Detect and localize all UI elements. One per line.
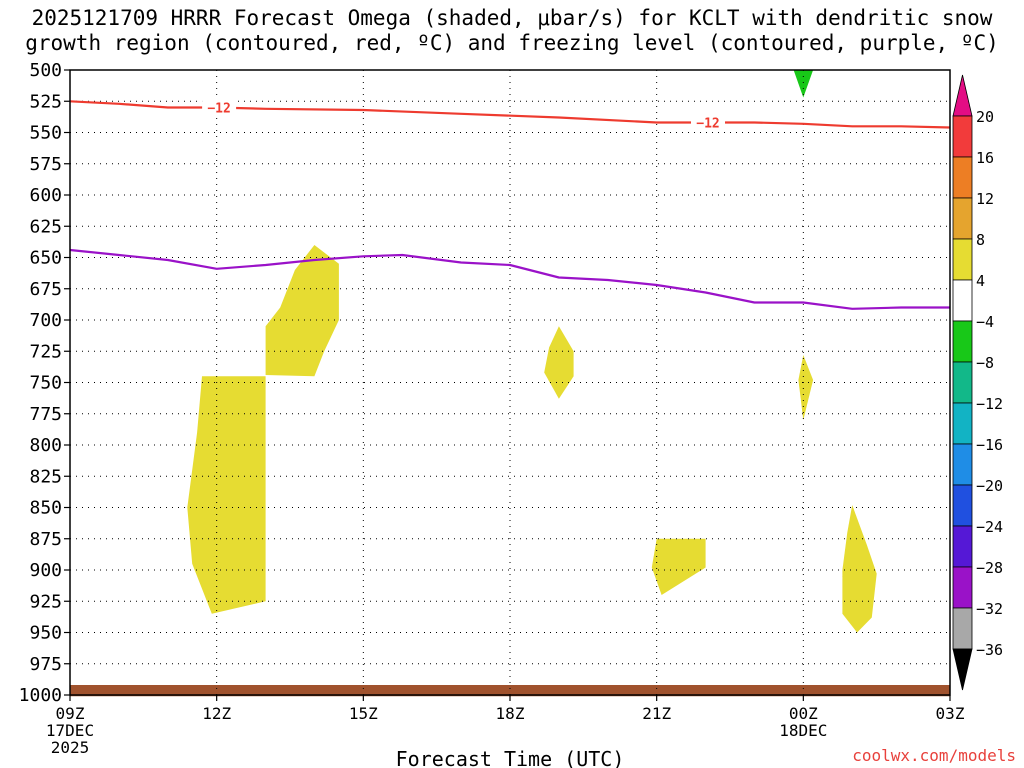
x-tick-label: 00Z bbox=[789, 704, 818, 723]
contour-label-bg bbox=[691, 114, 725, 131]
shaded-region-1 bbox=[265, 245, 339, 377]
y-tick-label: 775 bbox=[29, 404, 62, 425]
y-tick-label: 1000 bbox=[19, 685, 62, 706]
y-tick-label: 600 bbox=[29, 185, 62, 206]
y-tick-label: 850 bbox=[29, 498, 62, 519]
colorbar-label: −4 bbox=[976, 313, 994, 331]
colorbar-swatch bbox=[952, 648, 973, 691]
colorbar-swatch bbox=[952, 156, 973, 199]
shaded-regions bbox=[70, 70, 950, 697]
y-tick-label: 975 bbox=[29, 654, 62, 675]
colorbar-swatch bbox=[952, 566, 973, 609]
colorbar-label: −12 bbox=[976, 395, 1003, 413]
colorbar-label: 4 bbox=[976, 272, 985, 290]
y-tick-label: 925 bbox=[29, 591, 62, 612]
contour-label-bg bbox=[202, 99, 237, 116]
colorbar-swatch bbox=[952, 238, 973, 281]
x-tick-date: 18DEC bbox=[779, 721, 827, 740]
colorbar-swatch bbox=[952, 279, 973, 322]
colorbar-swatch bbox=[952, 443, 973, 486]
y-tick-label: 700 bbox=[29, 310, 62, 331]
x-tick-label: 12Z bbox=[202, 704, 231, 723]
colorbar-label: 16 bbox=[976, 149, 994, 167]
contour-label: −12 bbox=[696, 117, 719, 132]
colorbar-label: −20 bbox=[976, 477, 1003, 495]
shaded-region-3 bbox=[798, 355, 814, 420]
shaded-region-8 bbox=[70, 685, 950, 697]
gridlines bbox=[70, 70, 950, 695]
y-tick-label: 950 bbox=[29, 623, 62, 644]
colorbar-swatch bbox=[952, 402, 973, 445]
colorbar-label: −32 bbox=[976, 600, 1003, 618]
colorbar-label: 20 bbox=[976, 108, 994, 126]
contours: −12 −12 bbox=[69, 99, 951, 310]
credit-text: coolwx.com/models bbox=[852, 746, 1016, 765]
x-axis-label: Forecast Time (UTC) bbox=[396, 747, 625, 768]
x-tick-label: 15Z bbox=[349, 704, 378, 723]
colorbar-swatch bbox=[952, 74, 973, 117]
contour-line-1 bbox=[69, 248, 950, 310]
title-line-1: 2025121709 HRRR Forecast Omega (shaded, … bbox=[31, 6, 993, 30]
colorbar-label: −24 bbox=[976, 518, 1003, 536]
y-tick-label: 575 bbox=[29, 154, 62, 175]
colorbar-swatch bbox=[952, 607, 973, 650]
title-line-2: growth region (contoured, red, ºC) and f… bbox=[25, 31, 999, 55]
y-tick-label: 825 bbox=[29, 466, 62, 487]
shaded-region-2 bbox=[544, 326, 574, 399]
y-tick-label: 875 bbox=[29, 529, 62, 550]
shaded-region-5 bbox=[651, 538, 706, 595]
x-tick-label: 18Z bbox=[496, 704, 525, 723]
colorbar-label: −36 bbox=[976, 641, 1003, 659]
y-tick-label: 625 bbox=[29, 216, 62, 237]
colorbar-swatch bbox=[952, 115, 973, 158]
colorbar-swatch bbox=[952, 197, 973, 240]
y-tick-label: 725 bbox=[29, 341, 62, 362]
x-tick-date: 17DEC bbox=[46, 721, 94, 740]
x-tick-year: 2025 bbox=[51, 738, 90, 757]
chart-title: 2025121709 HRRR Forecast Omega (shaded, … bbox=[0, 6, 1024, 56]
colorbar-label: −16 bbox=[976, 436, 1003, 454]
colorbar-label: 8 bbox=[976, 231, 985, 249]
colorbar-label: −28 bbox=[976, 559, 1003, 577]
colorbar-swatch bbox=[952, 484, 973, 527]
x-tick-label: 21Z bbox=[642, 704, 671, 723]
shaded-region-0 bbox=[187, 376, 266, 614]
x-tick-label: 09Z bbox=[56, 704, 85, 723]
colorbar-label: −8 bbox=[976, 354, 994, 372]
colorbar-swatch bbox=[952, 361, 973, 404]
y-tick-label: 550 bbox=[29, 123, 62, 144]
y-axis: 500 525 550 575 600 625 650 675 700 725 750 775 800 8… bbox=[19, 60, 70, 706]
x-tick-label: 03Z bbox=[936, 704, 965, 723]
contour-line-0 bbox=[69, 100, 951, 129]
shaded-region-7 bbox=[793, 70, 814, 98]
colorbar: 20 16 12 8 4 −4 −8 −12 −16 −20 −24 −28 −32 −36 bbox=[952, 74, 1003, 691]
contour-label: −12 bbox=[207, 102, 230, 117]
y-tick-label: 500 bbox=[29, 60, 62, 81]
y-tick-label: 525 bbox=[29, 91, 62, 112]
y-tick-label: 750 bbox=[29, 373, 62, 394]
colorbar-swatch bbox=[952, 320, 973, 363]
y-tick-label: 800 bbox=[29, 435, 62, 456]
shaded-region-6 bbox=[842, 505, 877, 633]
y-tick-label: 900 bbox=[29, 560, 62, 581]
colorbar-swatch bbox=[952, 525, 973, 568]
y-tick-label: 650 bbox=[29, 248, 62, 269]
colorbar-label: 12 bbox=[976, 190, 994, 208]
y-tick-label: 675 bbox=[29, 279, 62, 300]
